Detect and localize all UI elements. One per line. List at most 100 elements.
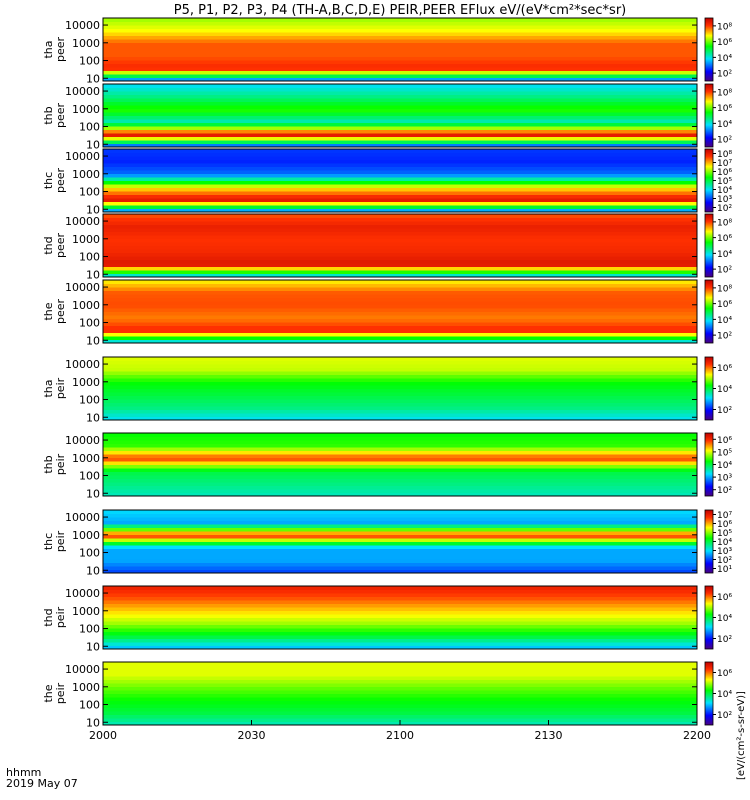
spectrogram-band xyxy=(103,457,697,462)
spectrogram-band xyxy=(103,217,697,222)
y-tick-label: 100 xyxy=(79,317,100,330)
spectrogram-band xyxy=(103,541,697,546)
colorbar-tick-label: 10⁵ xyxy=(717,448,732,458)
spectrogram-band xyxy=(103,143,697,148)
y-tick-label: 10000 xyxy=(65,434,100,447)
colorbar-tick-label: 10² xyxy=(717,635,732,645)
colorbar-tick-label: 10² xyxy=(717,70,732,80)
spectrogram-band xyxy=(103,191,697,195)
spectrogram-band xyxy=(103,693,697,698)
spectrogram-band xyxy=(103,140,697,144)
panel-thd-peir: 10 100 1000 10000 thdpeir 10² 10⁴ 10⁶ xyxy=(42,585,732,653)
spectrogram-band xyxy=(103,18,697,22)
spectrogram-band xyxy=(103,208,697,213)
spectrogram-band xyxy=(103,287,697,291)
colorbar-tick-label: 10⁸ xyxy=(717,88,732,98)
colorbar-tick-label: 10⁴ xyxy=(717,316,732,326)
spectrogram-band xyxy=(103,49,697,54)
panel-label: thapeir xyxy=(42,377,67,399)
spectrogram-band xyxy=(103,392,697,396)
spectrogram-band xyxy=(103,360,697,365)
colorbar xyxy=(704,17,714,82)
spectrogram-band xyxy=(103,304,697,309)
x-tick-label: 2030 xyxy=(238,729,266,742)
spectrogram-band xyxy=(103,364,697,368)
y-tick-label: 100 xyxy=(79,547,100,560)
spectrogram-band xyxy=(103,205,697,209)
spectrogram-band xyxy=(103,70,697,75)
y-tick-label: 10 xyxy=(86,72,100,85)
x-tick-label: 2130 xyxy=(535,729,563,742)
x-tick-label: 2200 xyxy=(683,729,711,742)
colorbar-tick-label: 10⁴ xyxy=(717,54,732,64)
spectrogram-band xyxy=(103,133,697,137)
colorbar xyxy=(704,356,714,421)
colorbar-tick-label: 10⁸ xyxy=(717,284,732,294)
spectrogram-band xyxy=(103,638,697,643)
spectrogram-band xyxy=(103,42,697,47)
panel-thd-peer: 10 100 1000 10000 thdpeer 10² 10⁴ 10⁶ 10⁸ xyxy=(42,213,732,281)
spectrogram-band xyxy=(103,548,697,553)
spectrogram-band xyxy=(103,562,697,567)
spectrogram-band xyxy=(103,119,697,123)
chart-title: P5, P1, P2, P3, P4 (TH-A,B,C,D,E) PEIR,P… xyxy=(174,3,627,18)
spectrogram-band xyxy=(103,388,697,393)
spectrogram-band xyxy=(103,517,697,521)
spectrogram-band xyxy=(103,371,697,375)
colorbar-tick-label: 10⁴ xyxy=(717,614,732,624)
spectrogram-band xyxy=(103,385,697,389)
colorbar-tick-label: 10⁷ xyxy=(717,511,732,521)
spectrogram-band xyxy=(103,492,697,497)
colorbar-tick-label: 10⁸ xyxy=(717,218,732,228)
spectrogram-band xyxy=(103,238,697,243)
spectrogram-band xyxy=(103,471,697,476)
spectrogram-band xyxy=(103,436,697,441)
y-tick-label: 10000 xyxy=(65,150,100,163)
y-tick-label: 10000 xyxy=(65,85,100,98)
spectrogram-band xyxy=(103,440,697,444)
spectrogram-band xyxy=(103,245,697,250)
spectrogram-band xyxy=(103,46,697,50)
y-tick-label: 10 xyxy=(86,487,100,500)
y-tick-label: 10 xyxy=(86,203,100,216)
spectrogram-band xyxy=(103,35,697,40)
spectrogram-band xyxy=(103,311,697,316)
spectrogram-band xyxy=(103,332,697,337)
spectrogram-band xyxy=(103,416,697,421)
panel-label: thbpeer xyxy=(42,103,67,129)
colorbar-tick-label: 10⁶ xyxy=(717,234,732,244)
spectrogram-band xyxy=(103,697,697,701)
colorbar-tick-label: 10² xyxy=(717,556,732,566)
panel-frame xyxy=(102,279,698,344)
spectrogram-band xyxy=(103,149,697,153)
spectrogram-band xyxy=(103,194,697,199)
spectrogram-band xyxy=(103,259,697,264)
spectrogram-band xyxy=(103,395,697,400)
spectrogram-band xyxy=(103,74,697,78)
y-tick-label: 10000 xyxy=(65,215,100,228)
panel-frame xyxy=(102,432,698,497)
panel-frame xyxy=(102,17,698,82)
y-tick-label: 10000 xyxy=(65,358,100,371)
spectrogram-band xyxy=(103,242,697,246)
spectrogram-band xyxy=(103,534,697,539)
panel-thb-peer: 10 100 1000 10000 thbpeer 10² 10⁴ 10⁶ 10⁸ xyxy=(42,83,732,151)
spectrogram-band xyxy=(103,201,697,206)
y-tick-label: 100 xyxy=(79,623,100,636)
colorbar-tick-label: 10⁵ xyxy=(717,177,732,187)
colorbar-tick-label: 10³ xyxy=(717,195,732,205)
spectrogram-band xyxy=(103,468,697,472)
y-tick-label: 1000 xyxy=(72,37,100,50)
colorbar-tick-label: 10⁸ xyxy=(717,150,732,160)
spectrogram-band xyxy=(103,180,697,185)
spectrogram-band xyxy=(103,235,697,239)
colorbar-tick-label: 10⁴ xyxy=(717,538,732,548)
spectrogram-band xyxy=(103,642,697,646)
y-tick-label: 10 xyxy=(86,138,100,151)
spectrogram-band xyxy=(103,184,697,188)
spectrogram-band xyxy=(103,524,697,528)
panel-frame xyxy=(102,356,698,421)
y-tick-label: 100 xyxy=(79,394,100,407)
spectrogram-band xyxy=(103,482,697,486)
spectrogram-band xyxy=(103,122,697,127)
